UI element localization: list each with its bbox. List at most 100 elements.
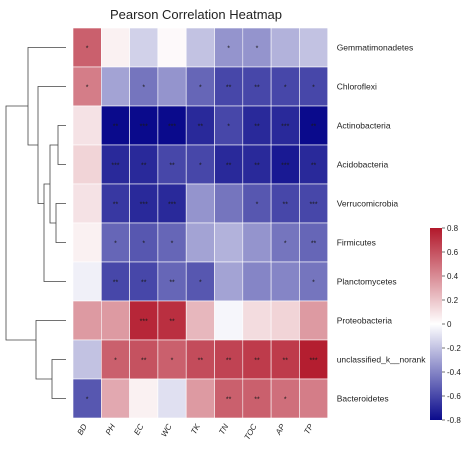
heatmap-cell bbox=[214, 261, 244, 302]
heatmap-cell bbox=[299, 222, 328, 263]
significance-mark: ** bbox=[254, 358, 260, 365]
column-label: TK bbox=[189, 422, 202, 436]
heatmap-cell bbox=[185, 378, 215, 419]
significance-mark: * bbox=[171, 241, 174, 248]
heatmap-cell bbox=[242, 261, 272, 302]
heatmap-cell bbox=[185, 261, 215, 302]
heatmap-cell bbox=[129, 222, 159, 263]
dendrogram-branch bbox=[43, 183, 66, 282]
heatmap-cell bbox=[157, 27, 187, 68]
heatmap-cell bbox=[214, 183, 244, 224]
column-label: BD bbox=[76, 422, 89, 436]
heatmap-cell bbox=[157, 261, 187, 302]
heatmap-cell bbox=[242, 378, 272, 419]
significance-mark: * bbox=[142, 85, 145, 92]
heatmap-cell bbox=[299, 300, 328, 341]
heatmap-cell bbox=[157, 339, 187, 380]
significance-mark: ** bbox=[254, 163, 260, 170]
significance-mark: ** bbox=[311, 241, 317, 248]
significance-mark: *** bbox=[140, 319, 148, 326]
heatmap-cell bbox=[101, 66, 130, 107]
heatmap-cell bbox=[72, 105, 102, 146]
significance-mark: *** bbox=[309, 202, 317, 209]
significance-mark: ** bbox=[226, 358, 232, 365]
heatmap-cell bbox=[299, 339, 328, 380]
heatmap-cell bbox=[185, 27, 215, 68]
heatmap-cell bbox=[270, 261, 300, 302]
heatmap-cell bbox=[299, 261, 328, 302]
heatmap-cell bbox=[270, 222, 300, 263]
significance-mark: ** bbox=[311, 163, 317, 170]
significance-mark: ** bbox=[226, 85, 232, 92]
heatmap-cell bbox=[129, 27, 159, 68]
heatmap-cell bbox=[101, 339, 130, 380]
significance-mark: * bbox=[86, 46, 89, 53]
colorbar-tick-label: 0.6 bbox=[447, 248, 459, 257]
dendrogram-branch bbox=[35, 320, 66, 380]
heatmap-cell bbox=[129, 300, 159, 341]
column-label: TN bbox=[217, 422, 230, 436]
heatmap-cell bbox=[214, 144, 244, 185]
colorbar-tick-label: -0.4 bbox=[447, 368, 461, 377]
significance-mark: * bbox=[86, 397, 89, 404]
row-label: Chloroflexi bbox=[337, 82, 377, 92]
colorbar-tick-label: 0.4 bbox=[447, 272, 459, 281]
heatmap-cell bbox=[270, 378, 300, 419]
significance-mark: ** bbox=[311, 124, 317, 131]
significance-mark: * bbox=[227, 124, 230, 131]
colorbar-tick-label: 0.2 bbox=[447, 296, 459, 305]
significance-mark: * bbox=[171, 358, 174, 365]
significance-mark: * bbox=[199, 163, 202, 170]
significance-mark: ** bbox=[226, 163, 232, 170]
heatmap-cell bbox=[72, 261, 102, 302]
colorbar-tick-label: 0 bbox=[447, 320, 452, 329]
significance-mark: * bbox=[227, 46, 230, 53]
dendrogram-branch bbox=[55, 203, 66, 243]
significance-mark: *** bbox=[140, 202, 148, 209]
heatmap-cell bbox=[299, 66, 328, 107]
significance-mark: ** bbox=[113, 124, 119, 131]
colorbar-tick-label: -0.6 bbox=[447, 392, 461, 401]
colorbar: 0.8 0.6 0.4 0.2 0 -0.2 -0.4 -0.6 -0.8 bbox=[430, 224, 461, 425]
heatmap-cell bbox=[101, 261, 130, 302]
colorbar-tick-label: -0.8 bbox=[447, 416, 461, 425]
heatmap-cell bbox=[72, 222, 102, 263]
heatmap-cell bbox=[270, 105, 300, 146]
heatmap-cell bbox=[72, 144, 102, 185]
column-label: EC bbox=[132, 422, 145, 436]
significance-mark: ** bbox=[198, 358, 204, 365]
colorbar-gradient bbox=[430, 228, 442, 420]
significance-mark: ** bbox=[254, 397, 260, 404]
heatmap-cell bbox=[214, 222, 244, 263]
significance-mark: ** bbox=[141, 280, 147, 287]
heatmap-cell bbox=[270, 339, 300, 380]
column-label: TP bbox=[302, 422, 315, 436]
heatmap-cell bbox=[157, 378, 187, 419]
dendrogram-branch bbox=[5, 105, 36, 341]
significance-mark: * bbox=[86, 85, 89, 92]
significance-mark: ** bbox=[113, 202, 119, 209]
significance-mark: *** bbox=[168, 124, 176, 131]
significance-mark: * bbox=[284, 85, 287, 92]
heatmap-cell bbox=[270, 300, 300, 341]
row-dendrogram bbox=[5, 47, 66, 399]
heatmap-cell bbox=[129, 339, 159, 380]
significance-mark: * bbox=[284, 397, 287, 404]
heatmap-cell bbox=[101, 27, 130, 68]
row-label: Acidobacteria bbox=[337, 160, 389, 170]
heatmap-cell bbox=[157, 300, 187, 341]
heatmap-cell bbox=[185, 300, 215, 341]
row-labels: Gemmatimonadetes Chloroflexi Actinobacteri… bbox=[337, 43, 427, 404]
significance-mark: * bbox=[312, 280, 315, 287]
significance-mark: ** bbox=[169, 319, 175, 326]
significance-mark: ** bbox=[141, 163, 147, 170]
heatmap-cell bbox=[101, 378, 130, 419]
significance-mark: * bbox=[142, 241, 145, 248]
heatmap-cell bbox=[185, 144, 215, 185]
heatmap-cell bbox=[157, 144, 187, 185]
significance-mark: *** bbox=[281, 163, 289, 170]
significance-mark: * bbox=[199, 85, 202, 92]
colorbar-tick-label: 0.8 bbox=[447, 224, 459, 233]
heatmap-cell bbox=[129, 144, 159, 185]
